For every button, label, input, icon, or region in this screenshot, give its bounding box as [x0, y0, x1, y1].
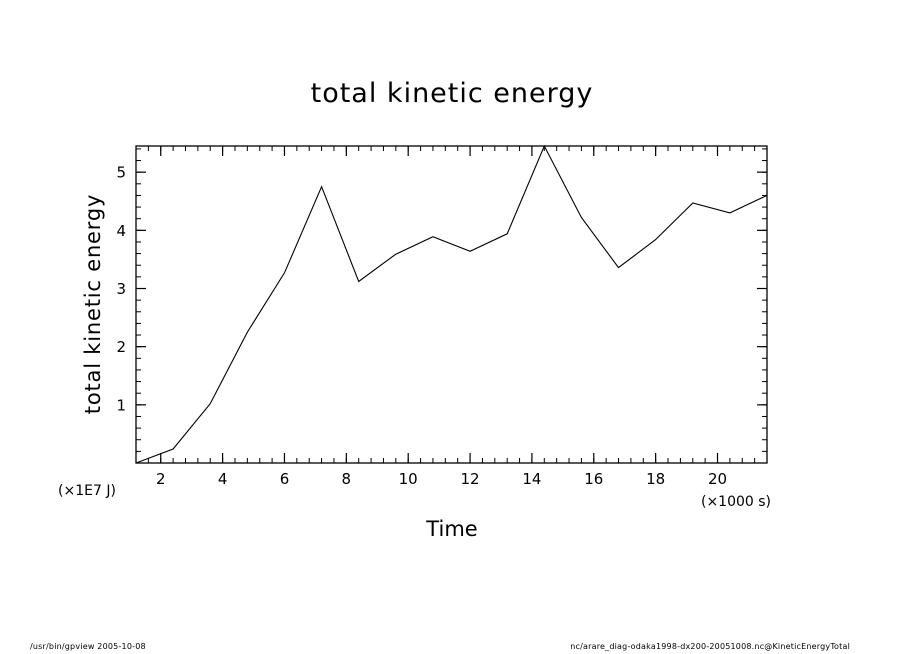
x-axis-label: Time: [425, 517, 477, 541]
y-tick-label: 5: [116, 164, 126, 182]
footer-left: /usr/bin/gpview 2005-10-08: [30, 642, 146, 651]
x-tick-label: 14: [522, 470, 541, 488]
y-tick-labels: 1 2 3 4 5: [116, 164, 126, 415]
x-tick-label: 6: [280, 470, 290, 488]
x-tick-label: 2: [156, 470, 166, 488]
minor-ticks: [135, 146, 768, 464]
x-unit-label: (×1000 s): [701, 494, 771, 510]
x-tick-label: 8: [342, 470, 352, 488]
plot-frame: [135, 145, 768, 464]
y-unit-label: (×1E7 J): [58, 483, 116, 499]
y-tick-label: 4: [116, 222, 126, 240]
y-tick-label: 1: [116, 396, 126, 414]
x-tick-label: 20: [708, 470, 727, 488]
x-tick-label: 18: [646, 470, 665, 488]
x-tick-label: 16: [584, 470, 603, 488]
x-tick-label: 10: [399, 470, 418, 488]
y-tick-label: 3: [116, 280, 126, 298]
y-tick-label: 2: [116, 338, 126, 356]
x-tick-labels: 2 4 6 8 10 12 14 16 18 20: [156, 470, 727, 488]
y-axis-label: total kinetic energy: [81, 194, 105, 414]
x-tick-label: 4: [218, 470, 228, 488]
chart-title: total kinetic energy: [311, 78, 594, 109]
series-line: [135, 144, 768, 464]
x-tick-label: 12: [461, 470, 480, 488]
footer-right: nc/arare_diag-odaka1998-dx200-20051008.n…: [570, 642, 850, 651]
major-ticks: [136, 146, 767, 463]
